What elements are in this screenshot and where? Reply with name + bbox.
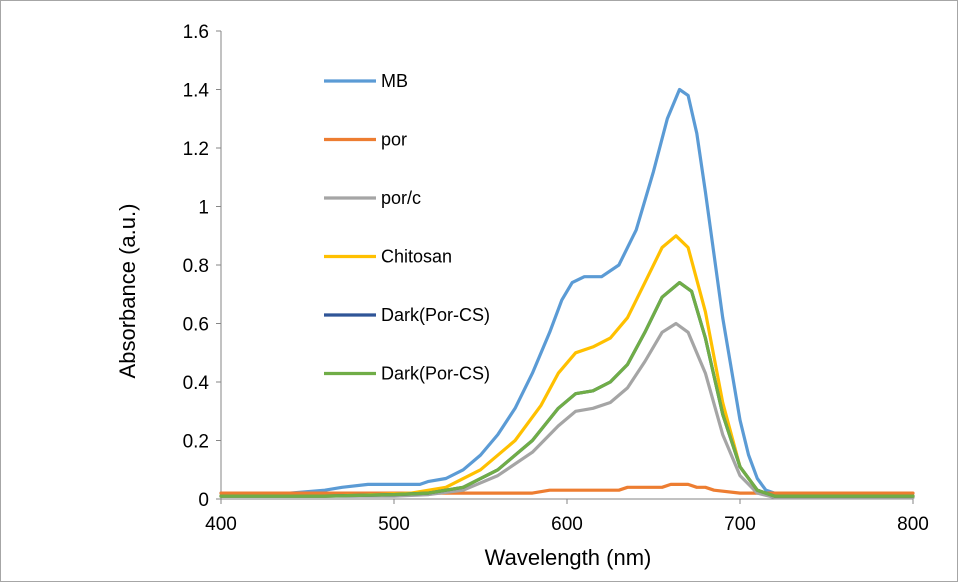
y-tick-label: 0.8 xyxy=(183,256,209,277)
x-tick-label: 700 xyxy=(724,514,756,535)
legend-label-1: MB xyxy=(381,71,408,91)
y-tick-label: 0.6 xyxy=(183,315,209,336)
legend-label-6: Dark(Por-CS) xyxy=(381,364,490,384)
y-tick-label: 1.4 xyxy=(183,81,210,102)
x-tick-label: 400 xyxy=(205,514,237,535)
y-axis-title: Absorbance (a.u.) xyxy=(115,204,140,379)
x-axis-title: Wavelength (nm) xyxy=(485,545,652,570)
series-lines xyxy=(219,87,915,500)
y-tick-label: 0 xyxy=(198,490,209,511)
legend-label-4: Chitosan xyxy=(381,247,452,267)
y-tick-label: 0.2 xyxy=(183,432,209,453)
series-line-6 xyxy=(219,281,915,498)
legend-label-3: por/c xyxy=(381,188,421,208)
y-tick-label: 0.4 xyxy=(183,373,210,394)
legend-label-5: Dark(Por-CS) xyxy=(381,305,490,325)
series-line-3 xyxy=(219,321,915,500)
series-line-1 xyxy=(219,87,915,498)
x-tick-label: 600 xyxy=(551,514,583,535)
x-tick-label: 500 xyxy=(378,514,410,535)
series-line-4 xyxy=(219,234,915,498)
series-line-2 xyxy=(219,482,915,495)
y-tick-label: 1.2 xyxy=(183,139,209,160)
y-tick-label: 1.6 xyxy=(183,22,209,43)
axes: 0 0.2 0.4 0.6 0.8 1 1.2 1.4 1.6 400 500 600 700 800 xyxy=(183,22,929,535)
y-tick-label: 1 xyxy=(198,198,209,219)
x-tick-label: 800 xyxy=(897,514,929,535)
legend-label-2: por xyxy=(381,130,407,150)
legend: MB por por/c Chitosan Dark(Por-CS) Dark(Por-C… xyxy=(324,71,490,384)
